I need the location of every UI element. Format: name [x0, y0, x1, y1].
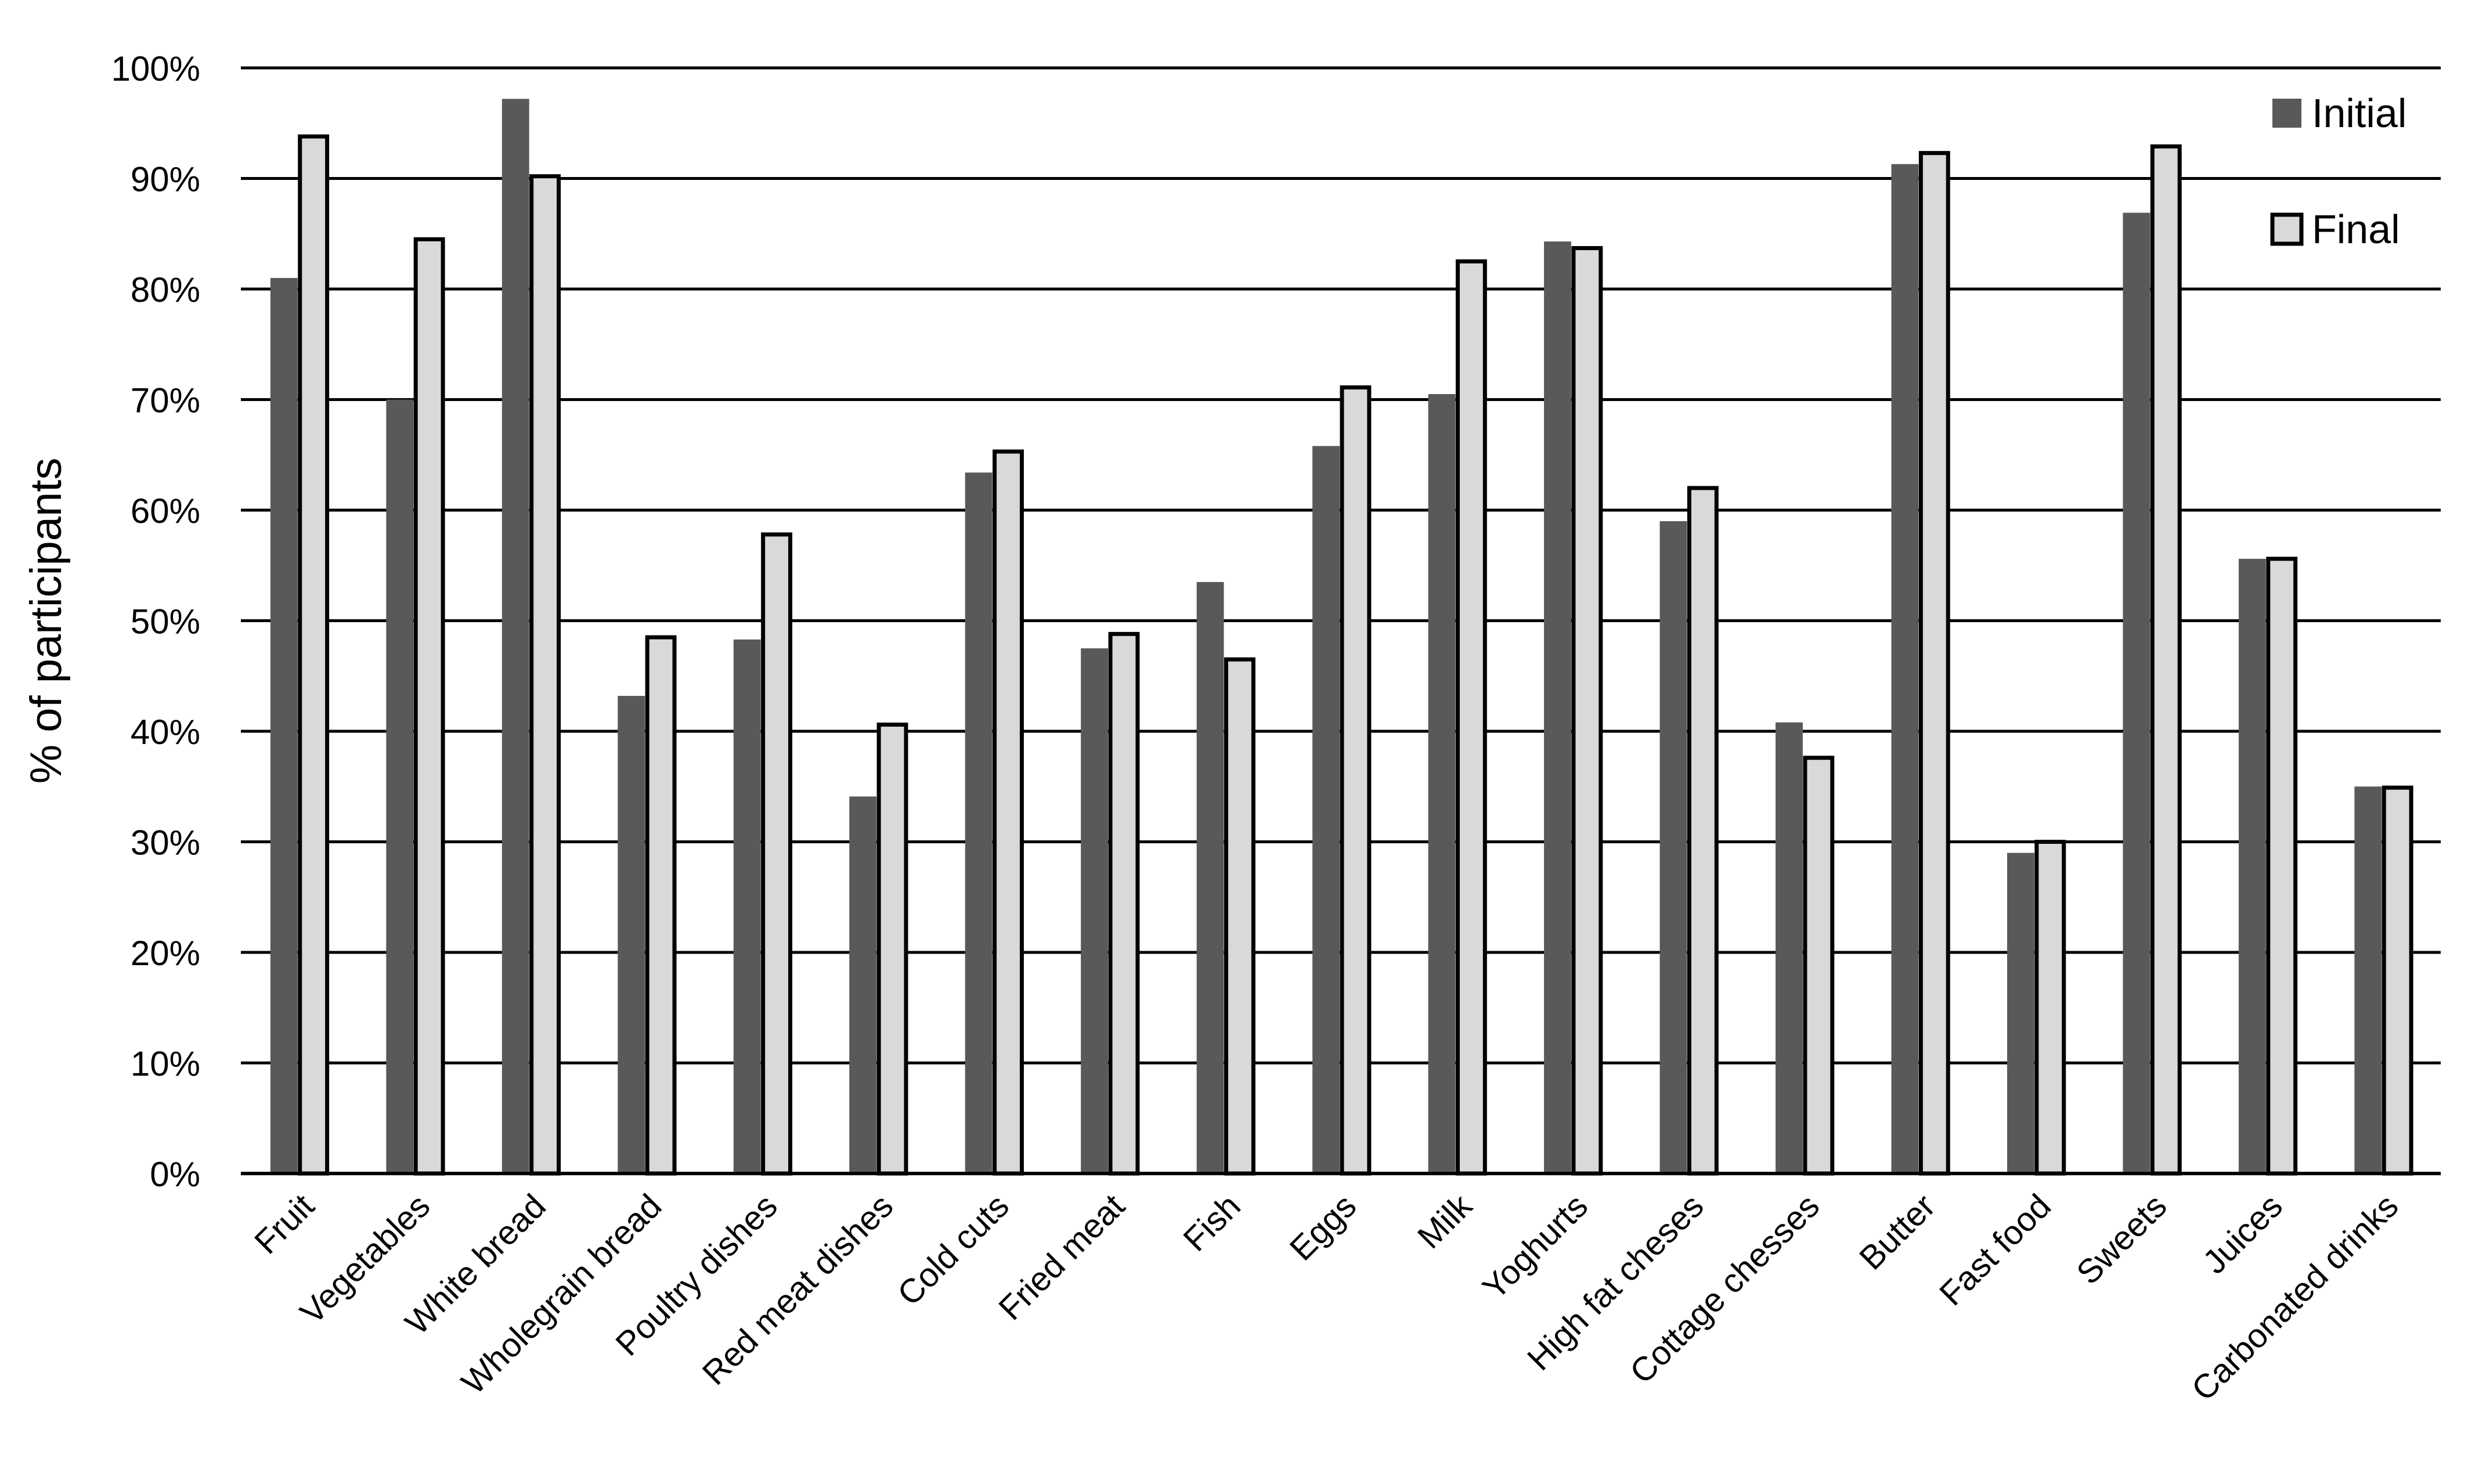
x-tick-label: Carbonated drinks	[2184, 1187, 2405, 1408]
y-tick-label: 70%	[131, 381, 200, 420]
y-tick-label: 20%	[131, 934, 200, 973]
y-tick-label: 0%	[150, 1155, 200, 1194]
bar-final	[761, 532, 793, 1176]
bar-initial	[618, 696, 645, 1174]
bar-initial	[1659, 521, 1687, 1174]
bar-final	[1918, 151, 1950, 1176]
bar-initial	[386, 399, 414, 1174]
y-axis-title: % of participants	[21, 458, 71, 784]
x-tick-label: Cold cuts	[890, 1187, 1016, 1313]
legend-label-initial: Initial	[2312, 91, 2406, 136]
x-tick-label: Fish	[1176, 1187, 1247, 1258]
y-tick-label: 100%	[111, 49, 200, 88]
bar-final	[993, 449, 1024, 1176]
x-tick-label: Red meat dishes	[695, 1187, 901, 1392]
bar-initial	[2123, 212, 2151, 1174]
x-tick-label: Fried meat	[991, 1187, 1132, 1327]
x-tick-label: Milk	[1410, 1187, 1480, 1256]
bar-initial	[2354, 786, 2382, 1174]
y-tick-label: 50%	[131, 602, 200, 641]
y-tick-label: 30%	[131, 824, 200, 862]
bar-initial	[2238, 558, 2266, 1174]
bar-final	[2150, 144, 2182, 1176]
x-tick-label: Juices	[2196, 1187, 2290, 1281]
bar-initial	[1891, 164, 1919, 1174]
bars	[270, 99, 2413, 1176]
bar-final	[1224, 657, 1255, 1176]
x-tick-label: Fast food	[1932, 1187, 2058, 1313]
legend-swatch-final	[2270, 212, 2304, 246]
bar-final	[2034, 840, 2066, 1176]
bar-initial	[1196, 582, 1224, 1174]
bar-final	[645, 635, 677, 1176]
legend: Initial Final	[2270, 91, 2406, 252]
bar-initial	[1428, 393, 1456, 1174]
x-tick-label: Fruit	[247, 1187, 322, 1261]
bar-initial	[2007, 853, 2034, 1174]
y-axis-ticks: 0% 10% 20% 30% 40% 50% 60% 70% 80% 90% 100%	[111, 49, 200, 1194]
bar-final	[1803, 756, 1835, 1176]
legend-label-final: Final	[2312, 207, 2400, 252]
x-tick-label: Sweets	[2069, 1187, 2174, 1291]
bar-initial	[965, 472, 993, 1174]
x-tick-label: Butter	[1852, 1187, 1942, 1277]
bar-final	[413, 237, 445, 1176]
bar-initial	[1544, 241, 1571, 1174]
x-tick-label: Wholegrain bread	[454, 1187, 669, 1402]
legend-swatch-initial	[2272, 99, 2301, 128]
bar-final	[529, 174, 561, 1176]
bar-final	[1108, 631, 1140, 1176]
y-tick-label: 10%	[131, 1045, 200, 1084]
bar-final	[1340, 385, 1372, 1176]
bar-final	[1687, 486, 1719, 1176]
bar-initial	[501, 99, 529, 1174]
bar-initial	[1081, 648, 1109, 1174]
bar-final	[2382, 785, 2413, 1176]
bar-initial	[849, 796, 877, 1174]
x-tick-label: Yoghurts	[1475, 1187, 1595, 1306]
bar-initial	[733, 639, 761, 1174]
bar-final	[1455, 259, 1487, 1176]
bar-final	[876, 723, 908, 1176]
bar-initial	[1776, 722, 1803, 1174]
y-tick-label: 40%	[131, 713, 200, 752]
bar-final	[2266, 557, 2298, 1176]
bar-final	[1571, 246, 1603, 1176]
y-tick-label: 90%	[131, 160, 200, 199]
bar-final	[298, 134, 330, 1176]
x-tick-label: Eggs	[1283, 1187, 1363, 1268]
bar-initial	[270, 277, 298, 1174]
bar-initial	[1312, 446, 1340, 1174]
y-tick-label: 60%	[131, 492, 200, 530]
y-tick-label: 80%	[131, 270, 200, 309]
